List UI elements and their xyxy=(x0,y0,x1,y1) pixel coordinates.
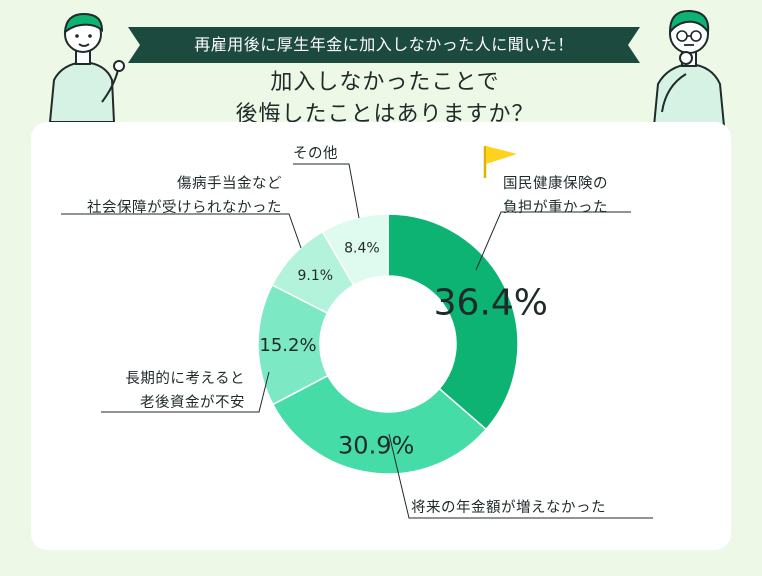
callout-line-2 xyxy=(388,433,653,519)
value-label-2: 30.9% xyxy=(338,432,414,460)
chart-card: 36.4% 30.9% 15.2% 9.1% 8.4% 国民健康保険の 負担が重かった将来の… xyxy=(31,122,731,550)
category-label-1: 負担が重かった xyxy=(503,199,608,216)
callout-line-1 xyxy=(475,211,631,271)
category-label-3: 長期的に考えると xyxy=(125,370,245,387)
donut-slice-5 xyxy=(321,213,389,287)
callout-line-4 xyxy=(61,213,302,249)
banner-title: 再雇用後に厚生年金に加入しなかった人に聞いた！ xyxy=(194,35,574,54)
category-label-4: 社会保障が受けられなかった xyxy=(87,198,282,216)
category-label-3: 老後資金が不安 xyxy=(140,394,245,411)
yellow-flag-icon xyxy=(483,146,517,178)
value-label-5: 8.4% xyxy=(344,240,380,256)
donut-slice-2 xyxy=(271,374,488,475)
value-label-1: 36.4% xyxy=(434,282,548,323)
person-right-illustration xyxy=(652,9,726,126)
category-label-2: 将来の年金額が増えなかった xyxy=(411,499,606,516)
callout-line-3 xyxy=(101,371,270,413)
value-label-4: 9.1% xyxy=(298,268,334,284)
callout-line-5 xyxy=(293,163,360,219)
person-left-illustration xyxy=(48,12,125,122)
donut-slice-1 xyxy=(387,213,519,431)
value-label-3: 15.2% xyxy=(259,335,316,356)
category-label-4: 傷病手当金など xyxy=(177,175,282,192)
donut-chart: 36.4% 30.9% 15.2% 9.1% 8.4% 国民健康保険の負担が重かった将来の… xyxy=(61,145,653,519)
category-label-1: 国民健康保険の xyxy=(503,175,608,192)
title-banner: 再雇用後に厚生年金に加入しなかった人に聞いた！ xyxy=(128,27,640,63)
category-label-5: その他 xyxy=(293,145,338,162)
banner-ribbon-shape xyxy=(128,27,640,63)
question-line-1: 加入しなかったことで xyxy=(270,70,500,95)
